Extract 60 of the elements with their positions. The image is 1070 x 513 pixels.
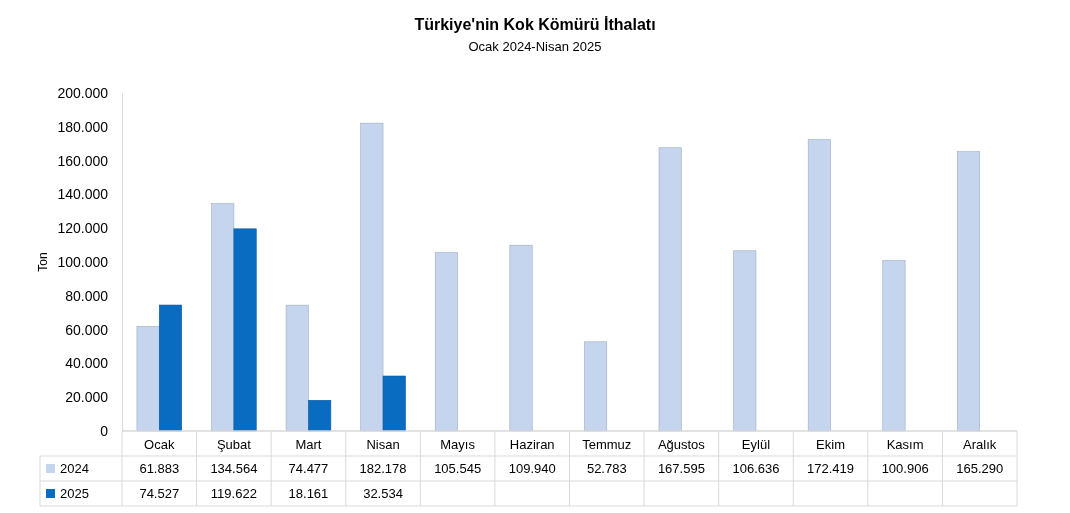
bar <box>509 244 533 432</box>
data-label: 74.527 <box>139 486 180 501</box>
bar <box>807 139 831 432</box>
bar <box>158 304 182 432</box>
data-label: 134.564 <box>210 461 258 476</box>
bar <box>733 250 757 432</box>
bar <box>957 151 981 432</box>
data-label: 52.783 <box>586 461 627 476</box>
x-tick-label: Şubat <box>216 437 252 452</box>
x-tick-label: Haziran <box>509 437 555 452</box>
data-label: 100.906 <box>881 461 929 476</box>
x-tick-label: Aralık <box>963 437 997 452</box>
data-label: 106.636 <box>732 461 780 476</box>
x-tick-label: Ağustos <box>657 437 706 452</box>
x-tick-label: Ocak <box>144 437 175 452</box>
y-tick-label: 160.000 <box>57 152 109 169</box>
bar <box>233 228 257 432</box>
bar <box>308 400 332 432</box>
x-tick-label: Mayıs <box>440 437 476 452</box>
data-label: 61.883 <box>139 461 180 476</box>
data-label: 105.545 <box>434 461 482 476</box>
y-tick-label: 200.000 <box>57 84 109 101</box>
data-label: 32.534 <box>363 486 403 501</box>
y-axis-title: Ton <box>36 252 50 272</box>
y-tick-label: 20.000 <box>65 389 109 406</box>
legend-label: 2024 <box>60 461 89 476</box>
data-label: 74.477 <box>288 461 329 476</box>
y-tick-label: 140.000 <box>57 186 109 203</box>
data-label: 172.419 <box>807 461 855 476</box>
y-tick-label: 0 <box>100 422 109 439</box>
data-label: 109.940 <box>508 461 556 476</box>
bar <box>434 252 458 432</box>
x-tick-label: Eylül <box>741 437 771 452</box>
data-label: 182.178 <box>359 461 407 476</box>
chart-subtitle: Ocak 2024-Nisan 2025 <box>468 39 602 54</box>
legend-label: 2025 <box>60 486 89 501</box>
x-tick-label: Mart <box>295 437 322 452</box>
data-label: 18.161 <box>288 486 329 501</box>
x-tick-label: Kasım <box>886 437 924 452</box>
data-label: 165.290 <box>956 461 1004 476</box>
y-tick-label: 120.000 <box>57 220 109 237</box>
data-label: 119.622 <box>210 486 257 501</box>
y-tick-label: 180.000 <box>57 118 109 135</box>
data-label: 167.595 <box>657 461 705 476</box>
bar <box>136 326 160 432</box>
y-tick-label: 80.000 <box>65 287 109 304</box>
chart-title: Türkiye'nin Kok Kömürü İthalatı <box>414 16 656 33</box>
bar <box>658 147 682 432</box>
x-tick-label: Nisan <box>366 437 400 452</box>
bar <box>382 375 406 432</box>
bar <box>360 122 384 432</box>
x-tick-label: Ekim <box>816 437 845 452</box>
bar <box>584 341 608 432</box>
bar <box>285 304 309 432</box>
bar <box>211 203 235 432</box>
y-tick-label: 100.000 <box>57 253 109 270</box>
x-tick-label: Temmuz <box>582 437 632 452</box>
bar <box>882 260 906 432</box>
y-tick-label: 60.000 <box>65 321 109 338</box>
y-tick-label: 40.000 <box>65 355 109 372</box>
